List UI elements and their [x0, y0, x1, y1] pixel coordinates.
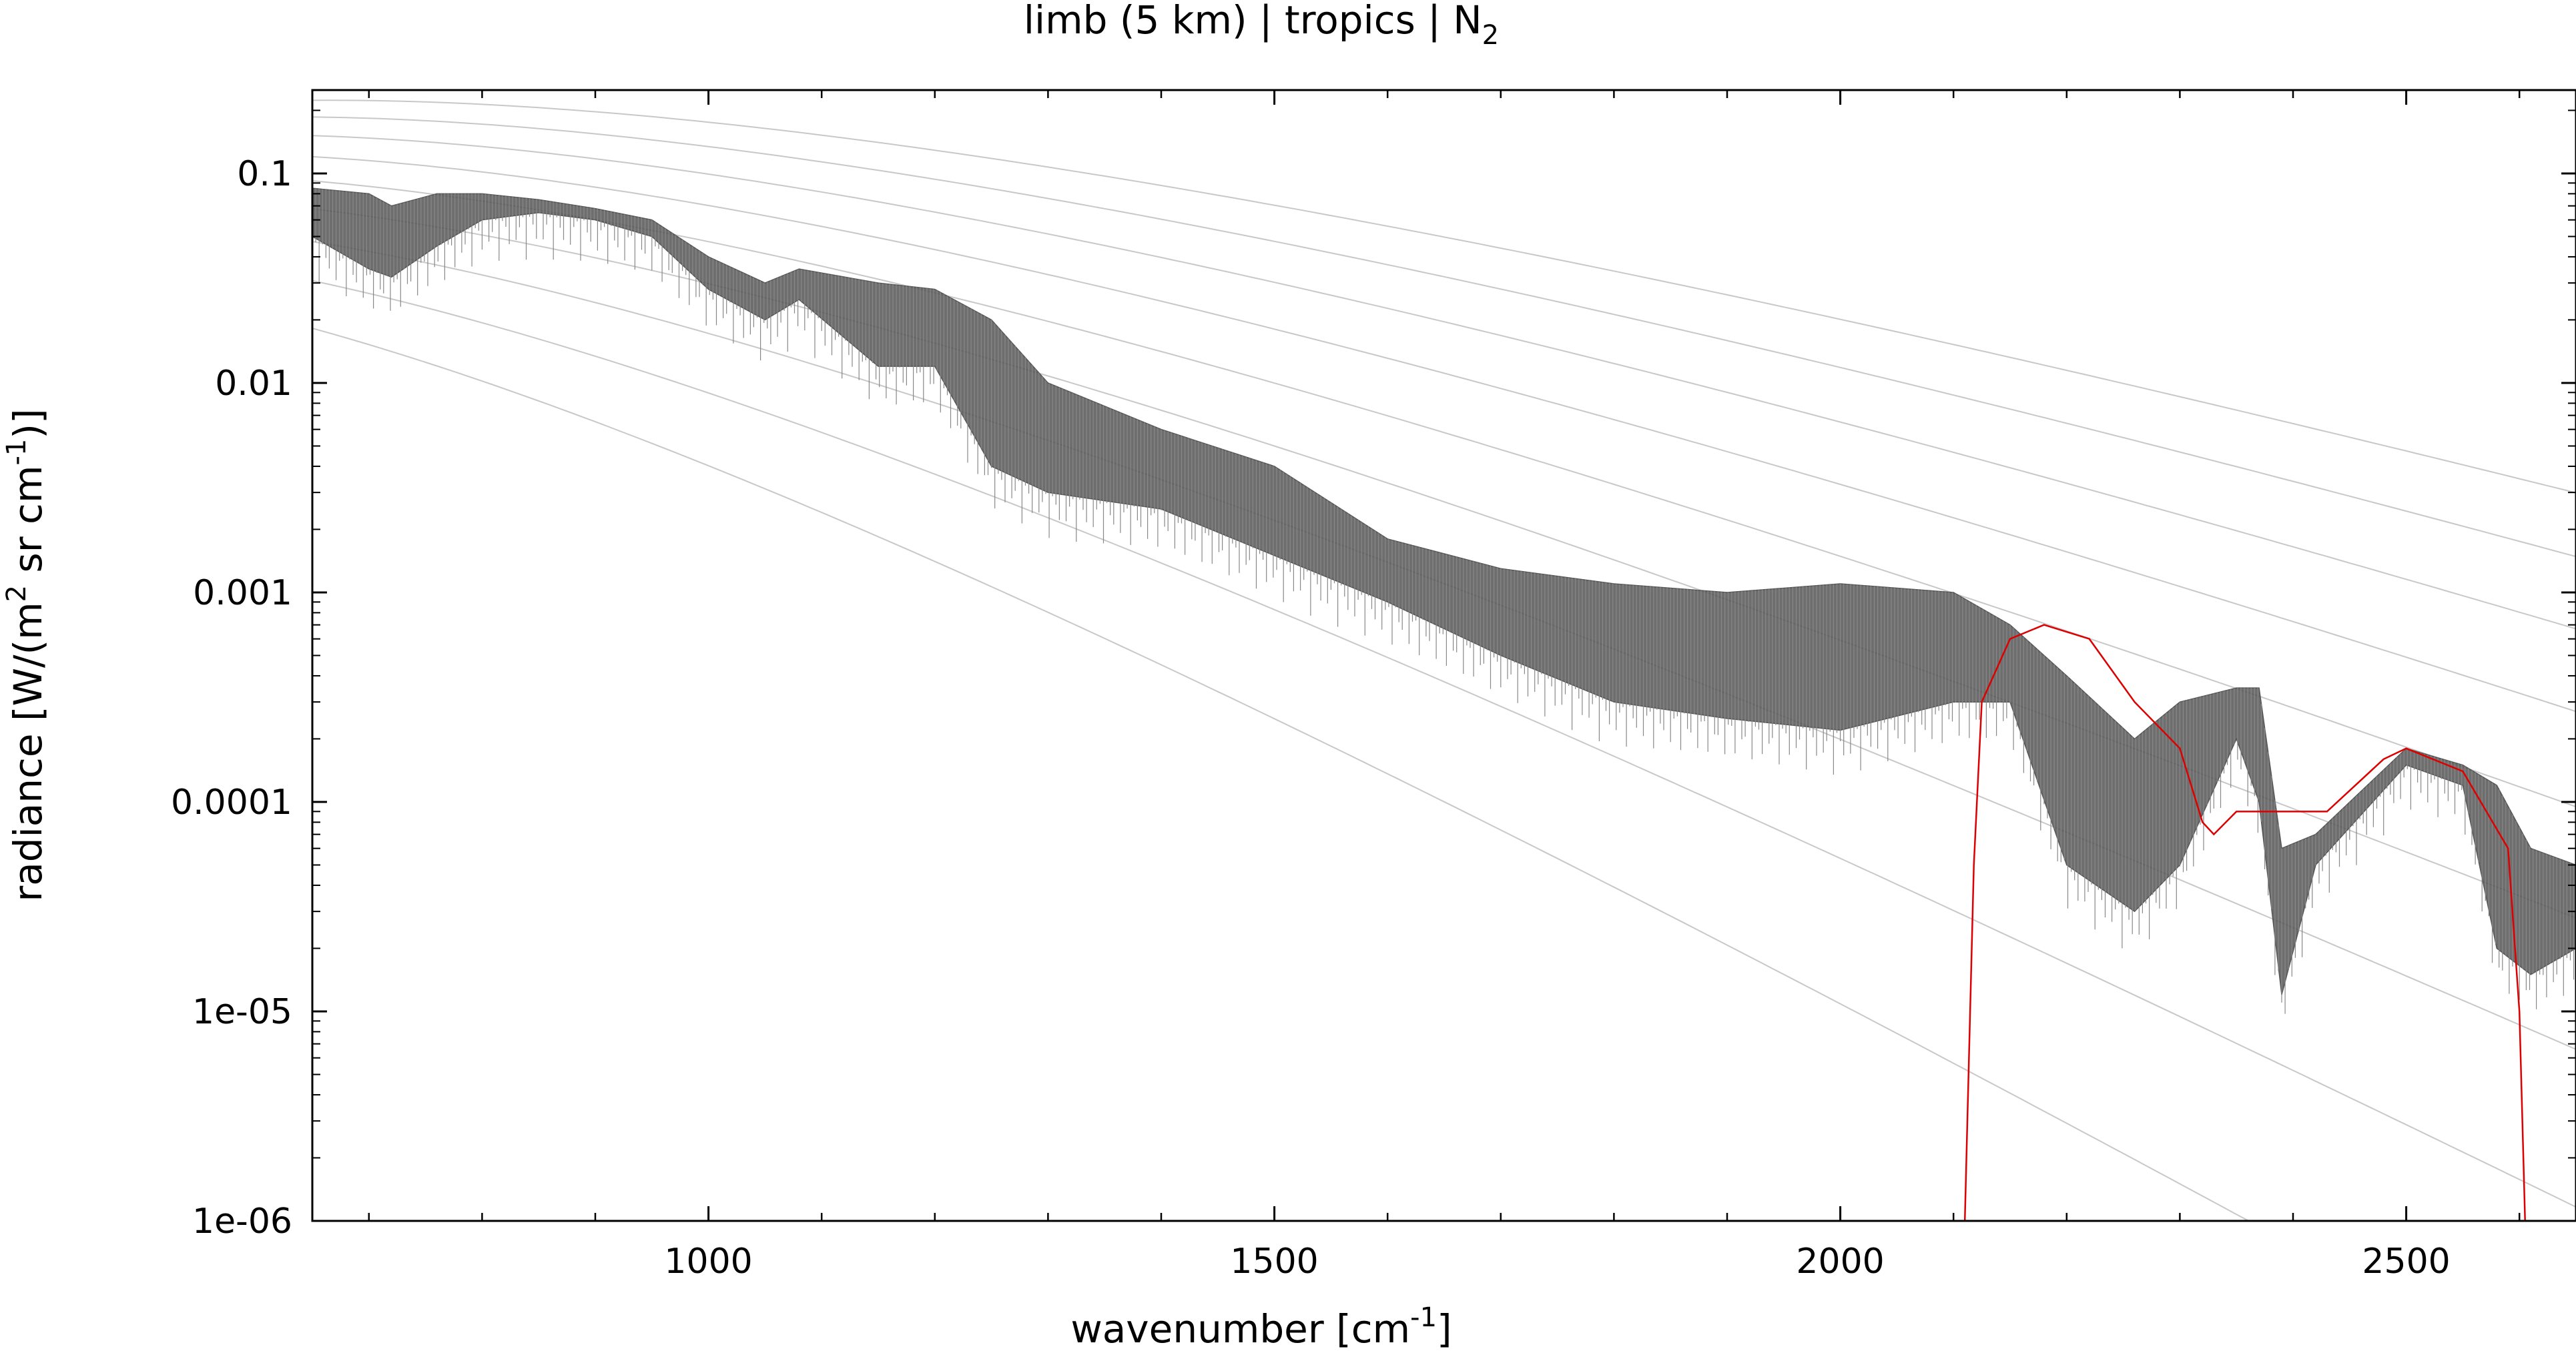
y-tick-label: 0.1: [237, 154, 292, 194]
planck-reference-curve: [312, 180, 2576, 808]
x-tick-label: 1000: [664, 1242, 752, 1282]
y-axis-title-sup2: -1: [1, 439, 32, 466]
chart-title: limb (5 km) | tropics | N2: [1024, 0, 1499, 51]
y-tick-label: 0.0001: [171, 783, 292, 823]
spectrum-lines: [312, 188, 2575, 1014]
y-axis-title-c: )]: [5, 408, 51, 438]
x-axis-title: wavenumber [cm-1]: [1070, 1302, 1452, 1352]
x-axis-title-end: ]: [1437, 1306, 1452, 1352]
planck-reference-curve: [312, 116, 2576, 558]
x-axis-title-base: wavenumber [cm: [1070, 1306, 1410, 1352]
spectrum-envelope: [312, 187, 2576, 995]
planck-reference-curve: [312, 155, 2576, 713]
y-axis-title: radiance [W/(m2 sr cm-1)]: [1, 408, 51, 901]
x-tick-label: 1500: [1230, 1242, 1318, 1282]
planck-reference-curve: [312, 135, 2576, 630]
y-tick-label: 1e-05: [192, 992, 292, 1032]
planck-reference-curve: [312, 328, 2250, 1221]
n2-continuum-line: [1953, 624, 2526, 1221]
y-axis-title-sup1: 2: [1, 585, 32, 602]
x-axis-ticks: 1000 1500 2000 2500: [368, 90, 2521, 1282]
y-axis-ticks: 0.1 0.01 0.001 0.0001 1e-05 1e-06: [171, 109, 2576, 1242]
planck-reference-curve: [312, 241, 2576, 1050]
y-tick-label: 0.01: [215, 364, 292, 404]
x-tick-label: 2500: [2362, 1242, 2450, 1282]
y-axis-title-b: sr cm: [5, 466, 51, 585]
y-tick-label: 1e-06: [192, 1202, 292, 1242]
y-axis-title-a: radiance [W/(m: [5, 602, 51, 901]
chart-title-subscript: 2: [1482, 20, 1499, 51]
x-tick-label: 2000: [1796, 1242, 1884, 1282]
series-layer: [312, 187, 2576, 1221]
y-tick-label: 0.001: [193, 573, 292, 613]
planck-reference-curve: [312, 280, 2576, 1208]
x-axis-title-superscript: -1: [1410, 1302, 1437, 1333]
chart-title-base: limb (5 km) | tropics | N: [1024, 0, 1482, 43]
planck-reference-curve: [312, 99, 2576, 494]
